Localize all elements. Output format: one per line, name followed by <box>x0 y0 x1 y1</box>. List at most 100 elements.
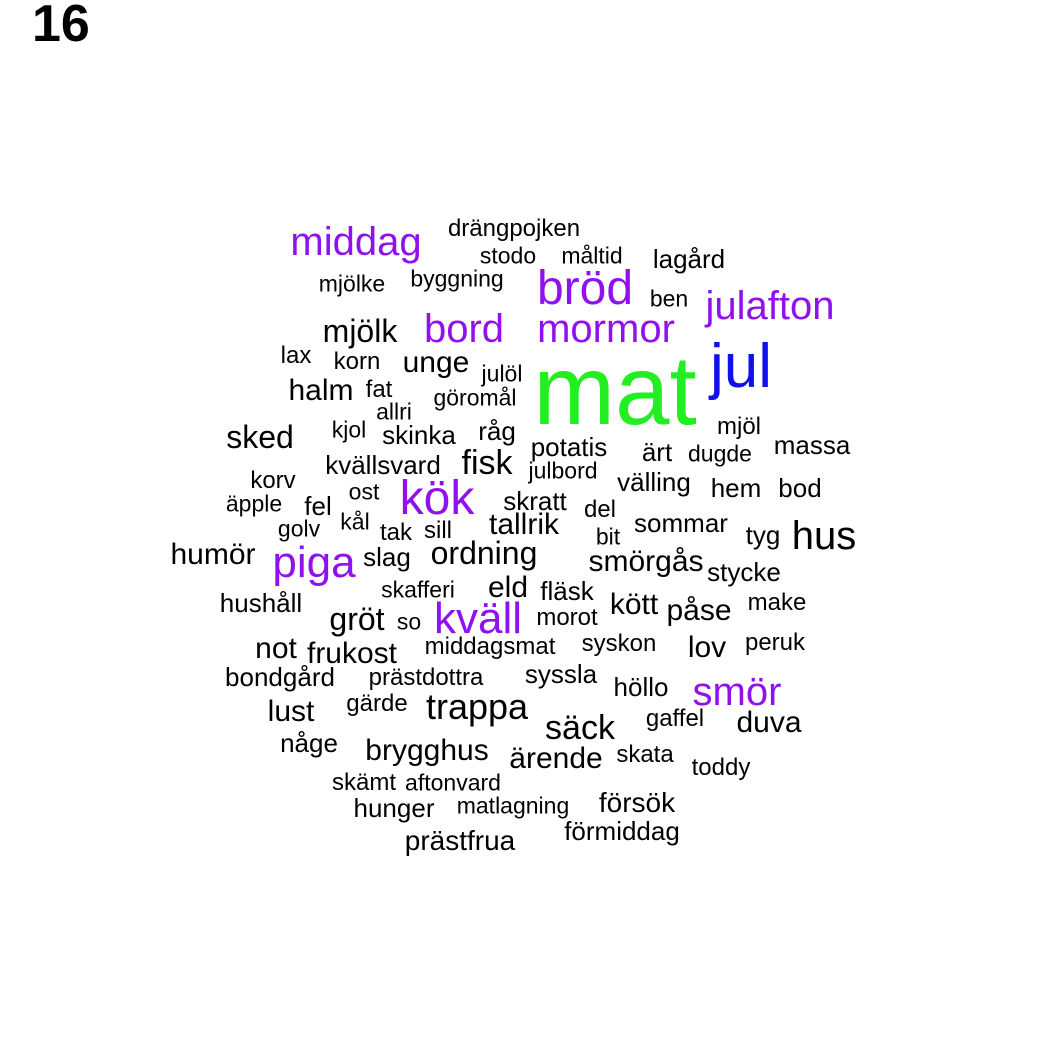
word-92: toddy <box>691 754 751 781</box>
word-47: del <box>583 496 617 523</box>
word-72: not <box>255 632 297 665</box>
word-20: korn <box>333 348 381 375</box>
word-27: sked <box>226 419 294 455</box>
word-40: välling <box>617 467 691 497</box>
word-88: någe <box>280 728 338 758</box>
word-62: skafferi <box>381 576 455 603</box>
word-5: bord <box>423 307 505 351</box>
word-34: dugde <box>688 440 752 467</box>
word-67: påse <box>666 594 732 627</box>
word-36: kvällsvard <box>325 450 441 480</box>
word-1: jul <box>709 332 773 401</box>
word-4: julafton <box>705 284 835 328</box>
word-55: tyg <box>745 520 781 550</box>
word-95: försök <box>598 787 676 818</box>
word-7: kök <box>399 472 475 525</box>
word-85: gaffel <box>645 705 705 732</box>
word-80: syssla <box>524 659 598 689</box>
word-65: hushåll <box>219 588 303 618</box>
word-37: fisk <box>461 444 513 482</box>
word-16: byggning <box>410 265 504 292</box>
word-60: smörgås <box>588 545 704 578</box>
word-24: fat <box>365 376 393 403</box>
word-6: mormor <box>537 307 675 351</box>
word-96: hunger <box>353 793 435 823</box>
word-93: skämt <box>331 769 397 796</box>
word-26: allri <box>376 398 412 425</box>
word-73: frukost <box>306 637 398 670</box>
word-94: aftonvard <box>405 769 501 796</box>
word-89: brygghus <box>365 734 489 767</box>
word-74: middagsmat <box>424 633 556 660</box>
word-79: prästdottra <box>368 664 484 691</box>
word-81: höllo <box>613 672 669 702</box>
word-56: hus <box>791 514 857 558</box>
word-84: trappa <box>425 686 529 727</box>
word-22: julöl <box>481 360 523 387</box>
word-69: gröt <box>329 601 385 637</box>
word-35: massa <box>773 430 851 460</box>
word-14: lagård <box>652 244 726 274</box>
word-54: bit <box>595 523 621 550</box>
word-10: smör <box>692 670 782 714</box>
word-28: kjol <box>331 416 367 443</box>
word-70: so <box>396 608 422 635</box>
word-58: slag <box>363 542 411 572</box>
word-43: ost <box>348 478 380 505</box>
word-75: syskon <box>581 630 657 657</box>
word-12: stodo <box>479 242 537 269</box>
word-31: mjöl <box>716 413 762 440</box>
word-78: bondgård <box>225 662 335 692</box>
word-19: lax <box>280 342 312 369</box>
word-32: potatis <box>530 432 608 462</box>
word-64: fläsk <box>540 576 594 606</box>
word-57: humör <box>170 538 256 571</box>
word-3: bröd <box>536 262 634 315</box>
word-25: göromål <box>433 384 517 411</box>
word-9: kväll <box>433 594 523 643</box>
word-68: make <box>747 589 807 616</box>
word-41: hem <box>710 473 762 503</box>
word-59: ordning <box>430 535 538 571</box>
word-51: sill <box>424 517 452 544</box>
word-86: duva <box>736 706 802 739</box>
word-44: äpple <box>225 490 283 517</box>
word-23: halm <box>288 374 354 407</box>
word-61: stycke <box>707 557 781 587</box>
word-11: drängpojken <box>447 215 581 242</box>
word-2: middag <box>290 220 422 264</box>
word-8: piga <box>272 538 356 587</box>
word-90: ärende <box>509 742 603 775</box>
word-0: mat <box>533 335 697 445</box>
word-91: skata <box>616 741 674 768</box>
panel-label: 16 <box>32 0 90 53</box>
word-76: lov <box>687 631 727 664</box>
word-29: skinka <box>382 420 456 450</box>
word-13: måltid <box>561 242 623 269</box>
word-33: ärt <box>641 437 673 467</box>
word-98: förmiddag <box>564 816 680 846</box>
word-15: mjölke <box>318 270 386 297</box>
word-18: mjölk <box>322 313 398 349</box>
word-21: unge <box>402 346 470 379</box>
word-97: matlagning <box>456 792 570 819</box>
word-87: säck <box>545 709 615 747</box>
word-17: ben <box>649 285 689 312</box>
word-82: lust <box>267 695 315 728</box>
word-50: tak <box>379 519 413 546</box>
word-71: morot <box>536 604 598 631</box>
word-38: julbord <box>528 457 598 484</box>
word-66: kött <box>609 588 659 621</box>
word-45: fel <box>304 491 332 521</box>
word-48: kål <box>340 508 370 535</box>
word-39: korv <box>250 467 296 494</box>
word-42: bod <box>778 473 822 503</box>
word-30: råg <box>478 416 516 446</box>
word-77: peruk <box>744 629 806 656</box>
word-63: eld <box>487 571 529 604</box>
word-53: sommar <box>634 508 728 538</box>
word-52: tallrik <box>488 508 560 541</box>
word-46: skratt <box>503 486 567 516</box>
word-99: prästfrua <box>404 825 516 856</box>
